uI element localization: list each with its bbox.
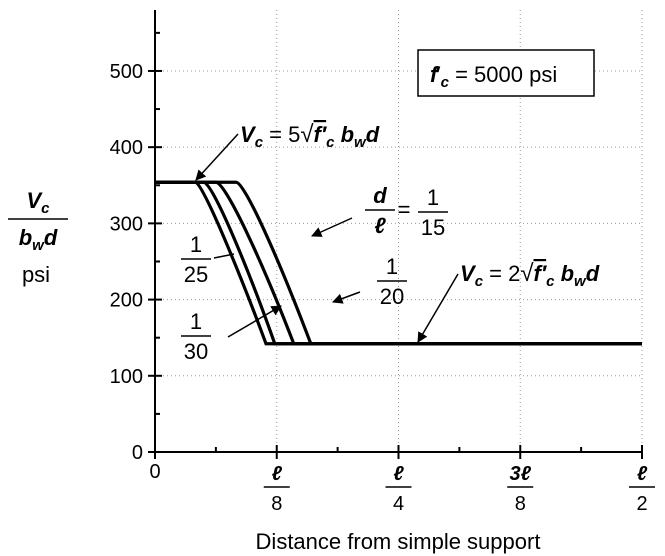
x-tick-denominator: 8 [271,493,282,515]
y-tick-label: 200 [110,290,143,312]
y-label-sub: w [32,237,45,254]
eq-d: d [586,261,600,286]
label-25-leader [213,253,235,259]
lower-limit-equation: Vc = 2√f′c bwd [460,260,600,290]
series-curve-3 [155,180,642,346]
x-tick-denominator: 4 [393,493,404,515]
eq-v: V [460,261,477,286]
x-tick-denominator: 2 [636,493,647,515]
concrete-strength-box [417,49,595,97]
eq-root-sub: c [326,134,335,151]
eq-coef: = 5 [263,122,300,147]
eq-v: V [240,122,257,147]
eq-root: f′ [534,261,548,286]
lower-equation-arrow [417,273,459,343]
upper-limit-equation: Vc = 5√f′c bwd [240,121,380,151]
y-tick-label: 300 [110,213,143,235]
series-curve-1 [155,180,642,346]
concrete-strength-label: f′c = 5000 psi [430,62,557,91]
eq-d: d [366,122,380,147]
series-curve-4 [155,180,642,346]
eq-b-sub: w [354,134,367,151]
y-label-v: V [26,188,43,213]
eq-sub: c [475,273,484,290]
y-axis-label-denominator: bwd [19,225,58,254]
axes-layer: 0 100 200 300 400 500 0 ℓ 8 ℓ 4 3ℓ 8 ℓ 2 [110,10,655,515]
label-30-arrow [227,305,282,338]
x-tick-numerator: ℓ [272,463,283,485]
y-axis-label-numerator: Vc [26,188,50,217]
y-tick-label: 100 [110,366,143,388]
fraction-30-label-numerator: 1 [190,309,202,334]
fraction-30-label-denominator: 30 [184,339,208,364]
d-over-l-label-denominator: ℓ [374,213,386,238]
fc-f: f [430,62,440,87]
fc-sub: c [441,74,450,91]
fraction-25-label-denominator: 25 [184,262,208,287]
y-label-d: d [44,225,58,250]
fraction-15-label-numerator: 1 [427,185,439,210]
x-tick-denominator: 8 [515,493,526,515]
fc-prime: ′ [435,62,440,87]
eq-root: f′ [314,122,328,147]
upper-equation-arrow [195,133,239,181]
eq-sub: c [255,134,264,151]
series-curve-2 [155,180,642,346]
y-label-b: b [19,225,32,250]
eq-b-sub: w [574,273,587,290]
x-tick-numerator: 3ℓ [510,463,532,485]
y-tick-label: 0 [132,442,143,464]
eq-radical: √ [300,121,314,148]
d-over-l-equals: = [398,197,411,222]
series-layer [155,180,642,346]
eq-b: b [334,122,354,147]
eq-radical: √ [520,260,534,287]
x-tick-numerator: ℓ [393,463,404,485]
eq-coef: = 2 [483,261,520,286]
y-tick-label: 500 [110,61,143,83]
d-over-l-label-numerator: d [373,183,387,208]
x-axis-label: Distance from simple support [256,529,541,554]
y-axis-label-unit: psi [22,262,50,287]
y-tick-label: 400 [110,137,143,159]
label-15-arrow [311,217,353,237]
eq-root-sub: c [546,273,555,290]
grid-layer [155,10,643,452]
fraction-20-label-denominator: 20 [380,284,404,309]
eq-b: b [554,261,574,286]
fraction-25-label-numerator: 1 [190,232,202,257]
fraction-15-label-denominator: 15 [421,215,445,240]
fraction-20-label-numerator: 1 [386,254,398,279]
fc-rest: = 5000 psi [449,62,557,87]
x-tick-label: 0 [149,461,160,483]
label-20-arrow [332,291,361,304]
x-tick-numerator: ℓ [637,463,648,485]
y-label-sub: c [41,200,50,217]
labels-layer: Distance from simple supportVcbwdpsif′c … [8,49,600,554]
